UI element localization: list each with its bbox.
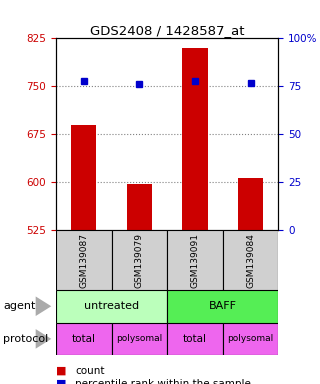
Text: percentile rank within the sample: percentile rank within the sample [75, 379, 251, 384]
Text: count: count [75, 366, 105, 376]
Text: polysomal: polysomal [228, 334, 274, 343]
Bar [112, 230, 167, 290]
Bar [71, 125, 96, 230]
Text: GSM139084: GSM139084 [246, 233, 255, 288]
Text: ■: ■ [56, 379, 67, 384]
Title: GDS2408 / 1428587_at: GDS2408 / 1428587_at [90, 24, 244, 37]
Bar [56, 290, 167, 323]
Bar [167, 290, 278, 323]
Text: GSM139091: GSM139091 [190, 233, 199, 288]
Bar [167, 323, 223, 355]
Text: BAFF: BAFF [209, 301, 237, 311]
Bar [167, 230, 223, 290]
Polygon shape [36, 296, 51, 316]
Polygon shape [36, 329, 51, 349]
Bar [127, 184, 152, 230]
Bar [182, 48, 207, 230]
Bar [56, 323, 112, 355]
Bar [56, 230, 112, 290]
Bar [223, 323, 278, 355]
Text: GSM139079: GSM139079 [135, 233, 144, 288]
Text: total: total [72, 334, 96, 344]
Bar [223, 230, 278, 290]
Text: protocol: protocol [3, 334, 48, 344]
Bar [238, 178, 263, 230]
Bar [112, 323, 167, 355]
Text: polysomal: polysomal [116, 334, 163, 343]
Text: ■: ■ [56, 366, 67, 376]
Text: untreated: untreated [84, 301, 139, 311]
Text: total: total [183, 334, 207, 344]
Text: agent: agent [3, 301, 36, 311]
Text: GSM139087: GSM139087 [79, 233, 88, 288]
